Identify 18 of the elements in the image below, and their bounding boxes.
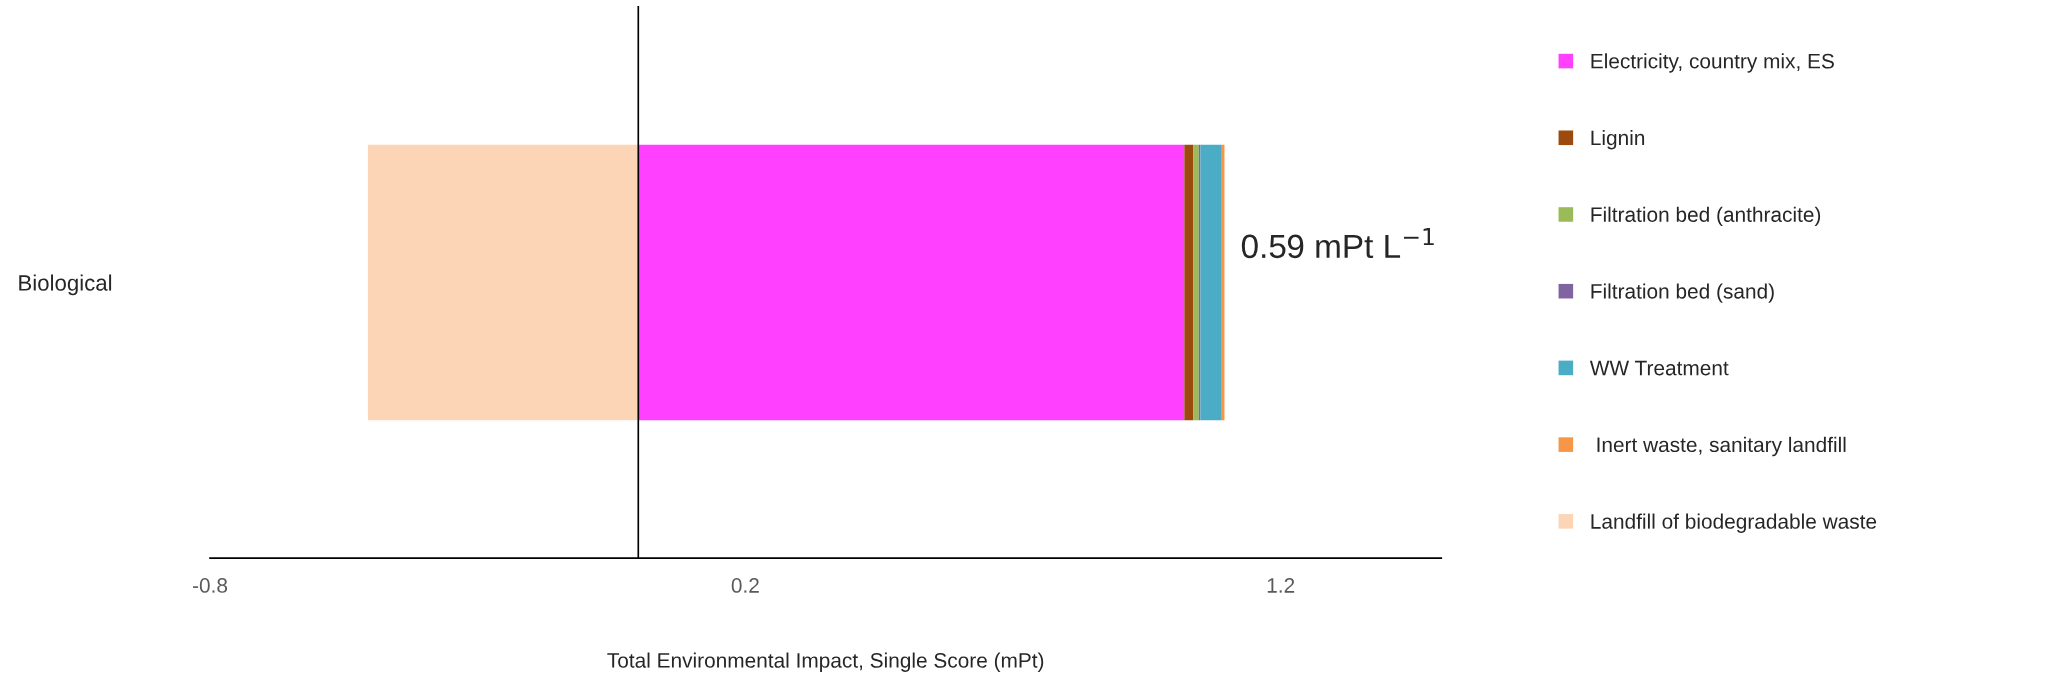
x-tick-label: 1.2 [1267,578,1295,593]
x-tick-label: 0.2 [731,578,759,593]
legend-label: WW Treatment [1589,360,1729,376]
bar [1184,144,1194,421]
bar [1200,144,1222,421]
y-tick-label: Biological [19,274,112,296]
bar [1193,144,1199,421]
legend-label: Lignin [1591,129,1645,150]
legend-label: Landfill of biodegradable waste [1591,513,1877,533]
x-axis-title: Total Environmental Impact, Single Score (mPt) [607,652,1044,672]
legend-label: Inert waste, sanitary landfill [1597,436,1846,457]
x-tick-label: -0.8 [192,578,228,593]
text: 0.59 mPt L$^{−1}$ [1241,228,1434,259]
bar [638,144,1185,421]
legend-label: Electricity, country mix, ES [1591,53,1834,73]
legend-label: Filtration bed (sand) [1591,283,1774,303]
bar [367,144,639,421]
legend-label: Filtration bed (anthracite) [1591,206,1821,227]
